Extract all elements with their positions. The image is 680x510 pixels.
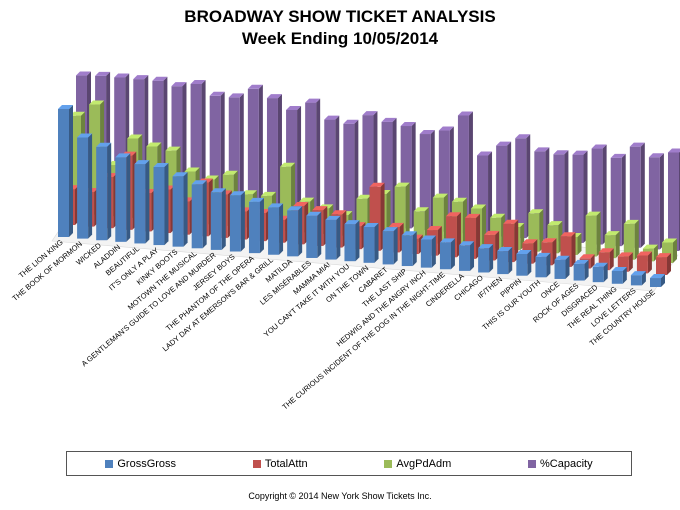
bar-gross-23 (497, 247, 513, 275)
bar-gross-31 (650, 274, 665, 287)
bar-cap-14 (343, 119, 359, 224)
bar-avg-27 (585, 211, 601, 257)
bar-attn-23 (503, 219, 519, 263)
bar-gross-22 (478, 244, 494, 273)
bar-gross-7 (191, 180, 207, 249)
bar-gross-4 (134, 160, 150, 244)
bar-gross-2 (96, 142, 112, 241)
legend-swatch-attn (252, 459, 261, 468)
bar-cap-9 (247, 84, 263, 216)
bar-gross-11 (268, 203, 284, 255)
legend-swatch-gross (105, 459, 114, 468)
legend-item-gross: GrossGross (105, 458, 176, 470)
bar-attn-26 (560, 232, 576, 267)
bar-gross-6 (172, 172, 188, 247)
bar-attn-28 (598, 248, 614, 271)
bar-avg-28 (604, 231, 620, 259)
bar-gross-5 (153, 162, 169, 246)
bar-cap-29 (629, 142, 645, 248)
chart-legend: GrossGross TotalAttn AvgPdAdm %Capacity (66, 451, 632, 476)
legend-label-attn: TotalAttn (264, 457, 308, 470)
legend-swatch-cap (528, 459, 536, 468)
bar-avg-17 (394, 182, 410, 241)
bar-attn-29 (617, 252, 633, 272)
chart-title: BROADWAY SHOW TICKET ANALYSIS Week Endin… (0, 6, 680, 50)
bar-gross-27 (573, 259, 589, 281)
bar-avg-29 (623, 219, 639, 260)
bar-gross-0 (58, 105, 73, 237)
legend-item-avg: AvgPdAdm (384, 458, 451, 470)
bar-cap-20 (457, 111, 473, 234)
legend-label-cap: %Capacity (540, 457, 593, 470)
bar-gross-16 (363, 222, 379, 263)
bar-gross-17 (382, 227, 398, 265)
copyright-text: Copyright © 2014 New York Show Tickets I… (248, 491, 432, 501)
bar-avg-31 (662, 238, 677, 263)
bar-attn-30 (636, 251, 652, 274)
legend-item-attn: TotalAttn (252, 457, 308, 470)
bar-gross-29 (611, 266, 627, 284)
bar-gross-28 (592, 262, 608, 283)
bar-gross-14 (325, 215, 341, 260)
bar-cap-30 (648, 153, 664, 250)
legend-label-avg: AvgPdAdm (396, 457, 452, 470)
chart-title-line2: Week Ending 10/05/2014 (241, 29, 439, 48)
bar-gross-15 (344, 220, 360, 262)
bar-cap-23 (515, 134, 531, 239)
bar-cap-25 (553, 150, 569, 242)
bar-gross-20 (439, 238, 455, 270)
bar-gross-10 (248, 197, 264, 254)
bar-gross-1 (77, 133, 93, 239)
bar-gross-19 (420, 235, 436, 268)
bar-gross-12 (287, 206, 303, 257)
bar-gross-3 (115, 153, 131, 242)
bar-gross-13 (306, 211, 322, 258)
legend-item-cap: %Capacity (528, 458, 593, 470)
bar-cap-13 (324, 115, 340, 222)
bar-cap-12 (305, 98, 321, 221)
bar-attn-31 (656, 253, 671, 275)
bar-cap-27 (591, 144, 607, 245)
bar-cap-21 (477, 151, 493, 235)
bar-avg-24 (528, 209, 544, 252)
bar-gross-26 (554, 255, 570, 279)
bar-gross-18 (401, 231, 417, 267)
bar-gross-21 (459, 241, 475, 271)
bar-gross-25 (535, 252, 551, 278)
bar-gross-8 (210, 188, 226, 250)
legend-label-gross: GrossGross (117, 457, 177, 470)
bar-cap-31 (668, 148, 680, 251)
bar-gross-9 (229, 191, 245, 252)
bar-cap-17 (400, 122, 416, 229)
bar-cap-6 (190, 79, 206, 211)
legend-swatch-avg (384, 459, 393, 468)
bar-cap-22 (496, 141, 512, 237)
bar-cap-24 (534, 147, 550, 240)
bar-gross-30 (630, 271, 646, 286)
bar-cap-8 (228, 93, 244, 214)
chart-title-line1: BROADWAY SHOW TICKET ANALYSIS (184, 7, 496, 26)
bar-gross-24 (516, 249, 532, 276)
bar-cap-26 (572, 150, 588, 243)
